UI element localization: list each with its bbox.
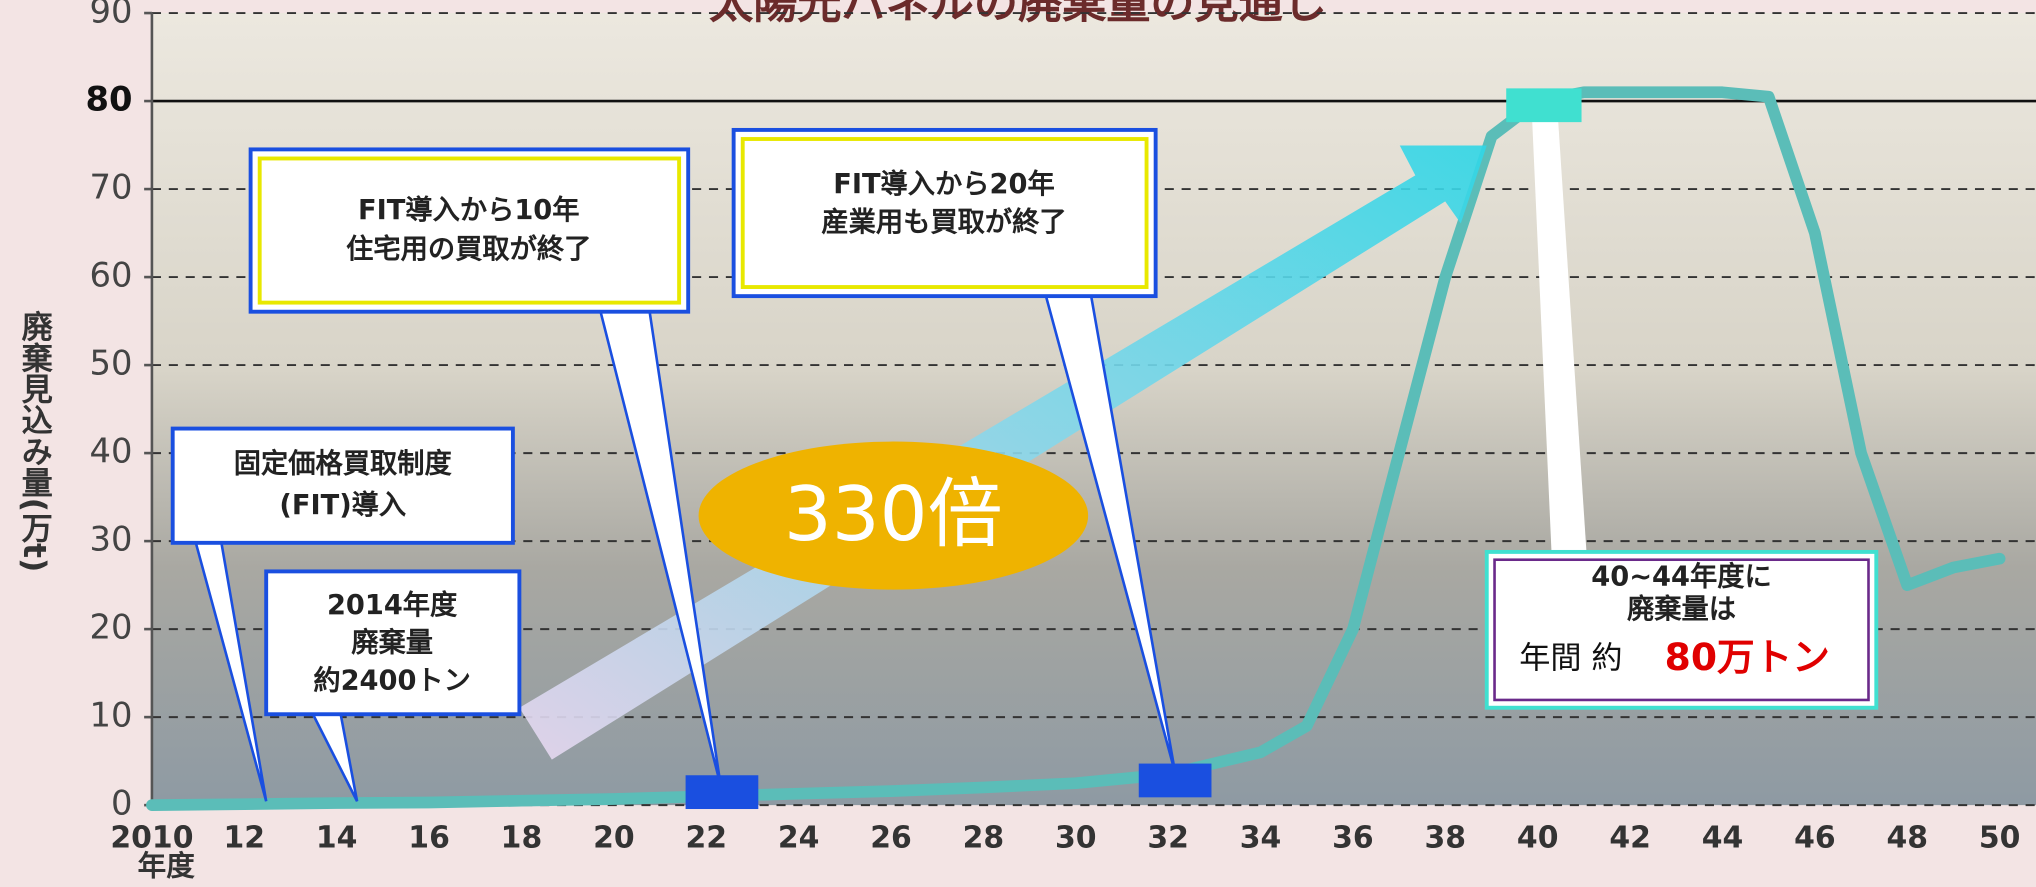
x-tick-label: 28 (963, 820, 1005, 855)
callout-text: 年間 約 (1519, 641, 1622, 677)
callout-text: 住宅用の買取が終了 (346, 233, 591, 265)
ratio-label: 330倍 (784, 470, 1003, 558)
x-tick-label: 38 (1425, 820, 1467, 855)
callout: 2014年度 廃棄量 約2400トン (264, 569, 522, 802)
callout-text: 約2400トン (313, 664, 471, 696)
ratio-badge (698, 441, 1089, 590)
callout-text: 40~44年度に (1591, 560, 1771, 592)
y-tick-label: 0 (111, 784, 132, 823)
callout-text: FIT導入から10年 (358, 194, 580, 226)
callout-text: 廃棄量は (1627, 593, 1736, 625)
callout-text: 2014年度 (327, 589, 458, 621)
y-tick-label: 80 (85, 80, 132, 119)
callout-text: 廃棄量 (351, 627, 433, 659)
callout: FIT導入から20年 産業用も買取が終了 (731, 127, 1177, 774)
callout-text: 固定価格買取制度 (234, 447, 453, 479)
x-tick-label: 24 (778, 820, 820, 855)
marker (1506, 88, 1582, 123)
x-tick-label: 34 (1240, 820, 1282, 855)
marker (1138, 763, 1212, 798)
callout: FIT導入から10年 住宅用の買取が終了 (248, 147, 722, 786)
x-tick-label: 46 (1794, 820, 1836, 855)
x-tick-label: 18 (501, 820, 543, 855)
x-tick-label: 50 (1979, 820, 2021, 855)
y-tick-label: 40 (89, 432, 132, 471)
y-tick-label: 10 (89, 696, 132, 735)
y-tick-label: 50 (89, 344, 132, 383)
callout-text: FIT導入から20年 (833, 168, 1055, 200)
x-tick-label: 30 (1055, 820, 1097, 855)
x-tick-label: 12 (224, 820, 266, 855)
data-line (146, 86, 2006, 811)
callout-text: 産業用も買取が終了 (821, 206, 1066, 238)
x-tick-label: 42 (1609, 820, 1651, 855)
x-tick-label: 20 (593, 820, 635, 855)
growth-arrow (519, 145, 1487, 760)
x-tick-label: 14 (316, 820, 358, 855)
x-tick-label: 16 (408, 820, 450, 855)
x-tick-label: 48 (1886, 820, 1928, 855)
x-axis-label: 年度 (138, 848, 196, 882)
x-tick-label: 22 (685, 820, 727, 855)
y-tick-label: 90 (89, 0, 132, 31)
marker (685, 775, 759, 810)
x-tick-label: 2010 (110, 820, 193, 855)
x-tick-label: 40 (1517, 820, 1559, 855)
y-axis-label: 廃棄見込み量(万t) (16, 310, 53, 572)
y-tick-label: 20 (89, 608, 132, 647)
x-tick-label: 26 (870, 820, 912, 855)
callout-text: (FIT)導入 (279, 489, 406, 521)
y-tick-label: 60 (89, 256, 132, 295)
x-tick-label: 32 (1147, 820, 1189, 855)
callout: 40~44年度に 廃棄量は 年間 約 80万トン (1484, 120, 1879, 710)
x-tick-label: 44 (1702, 820, 1744, 855)
callout-highlight: 80万トン (1665, 635, 1830, 679)
plot (144, 11, 2036, 811)
x-tick-label: 36 (1332, 820, 1374, 855)
y-tick-label: 70 (89, 168, 132, 207)
callout: 固定価格買取制度 (FIT)導入 (170, 426, 515, 802)
y-tick-label: 30 (89, 520, 132, 559)
chart-title: 太陽光パネルの廃棄量の見通し (709, 0, 1327, 28)
